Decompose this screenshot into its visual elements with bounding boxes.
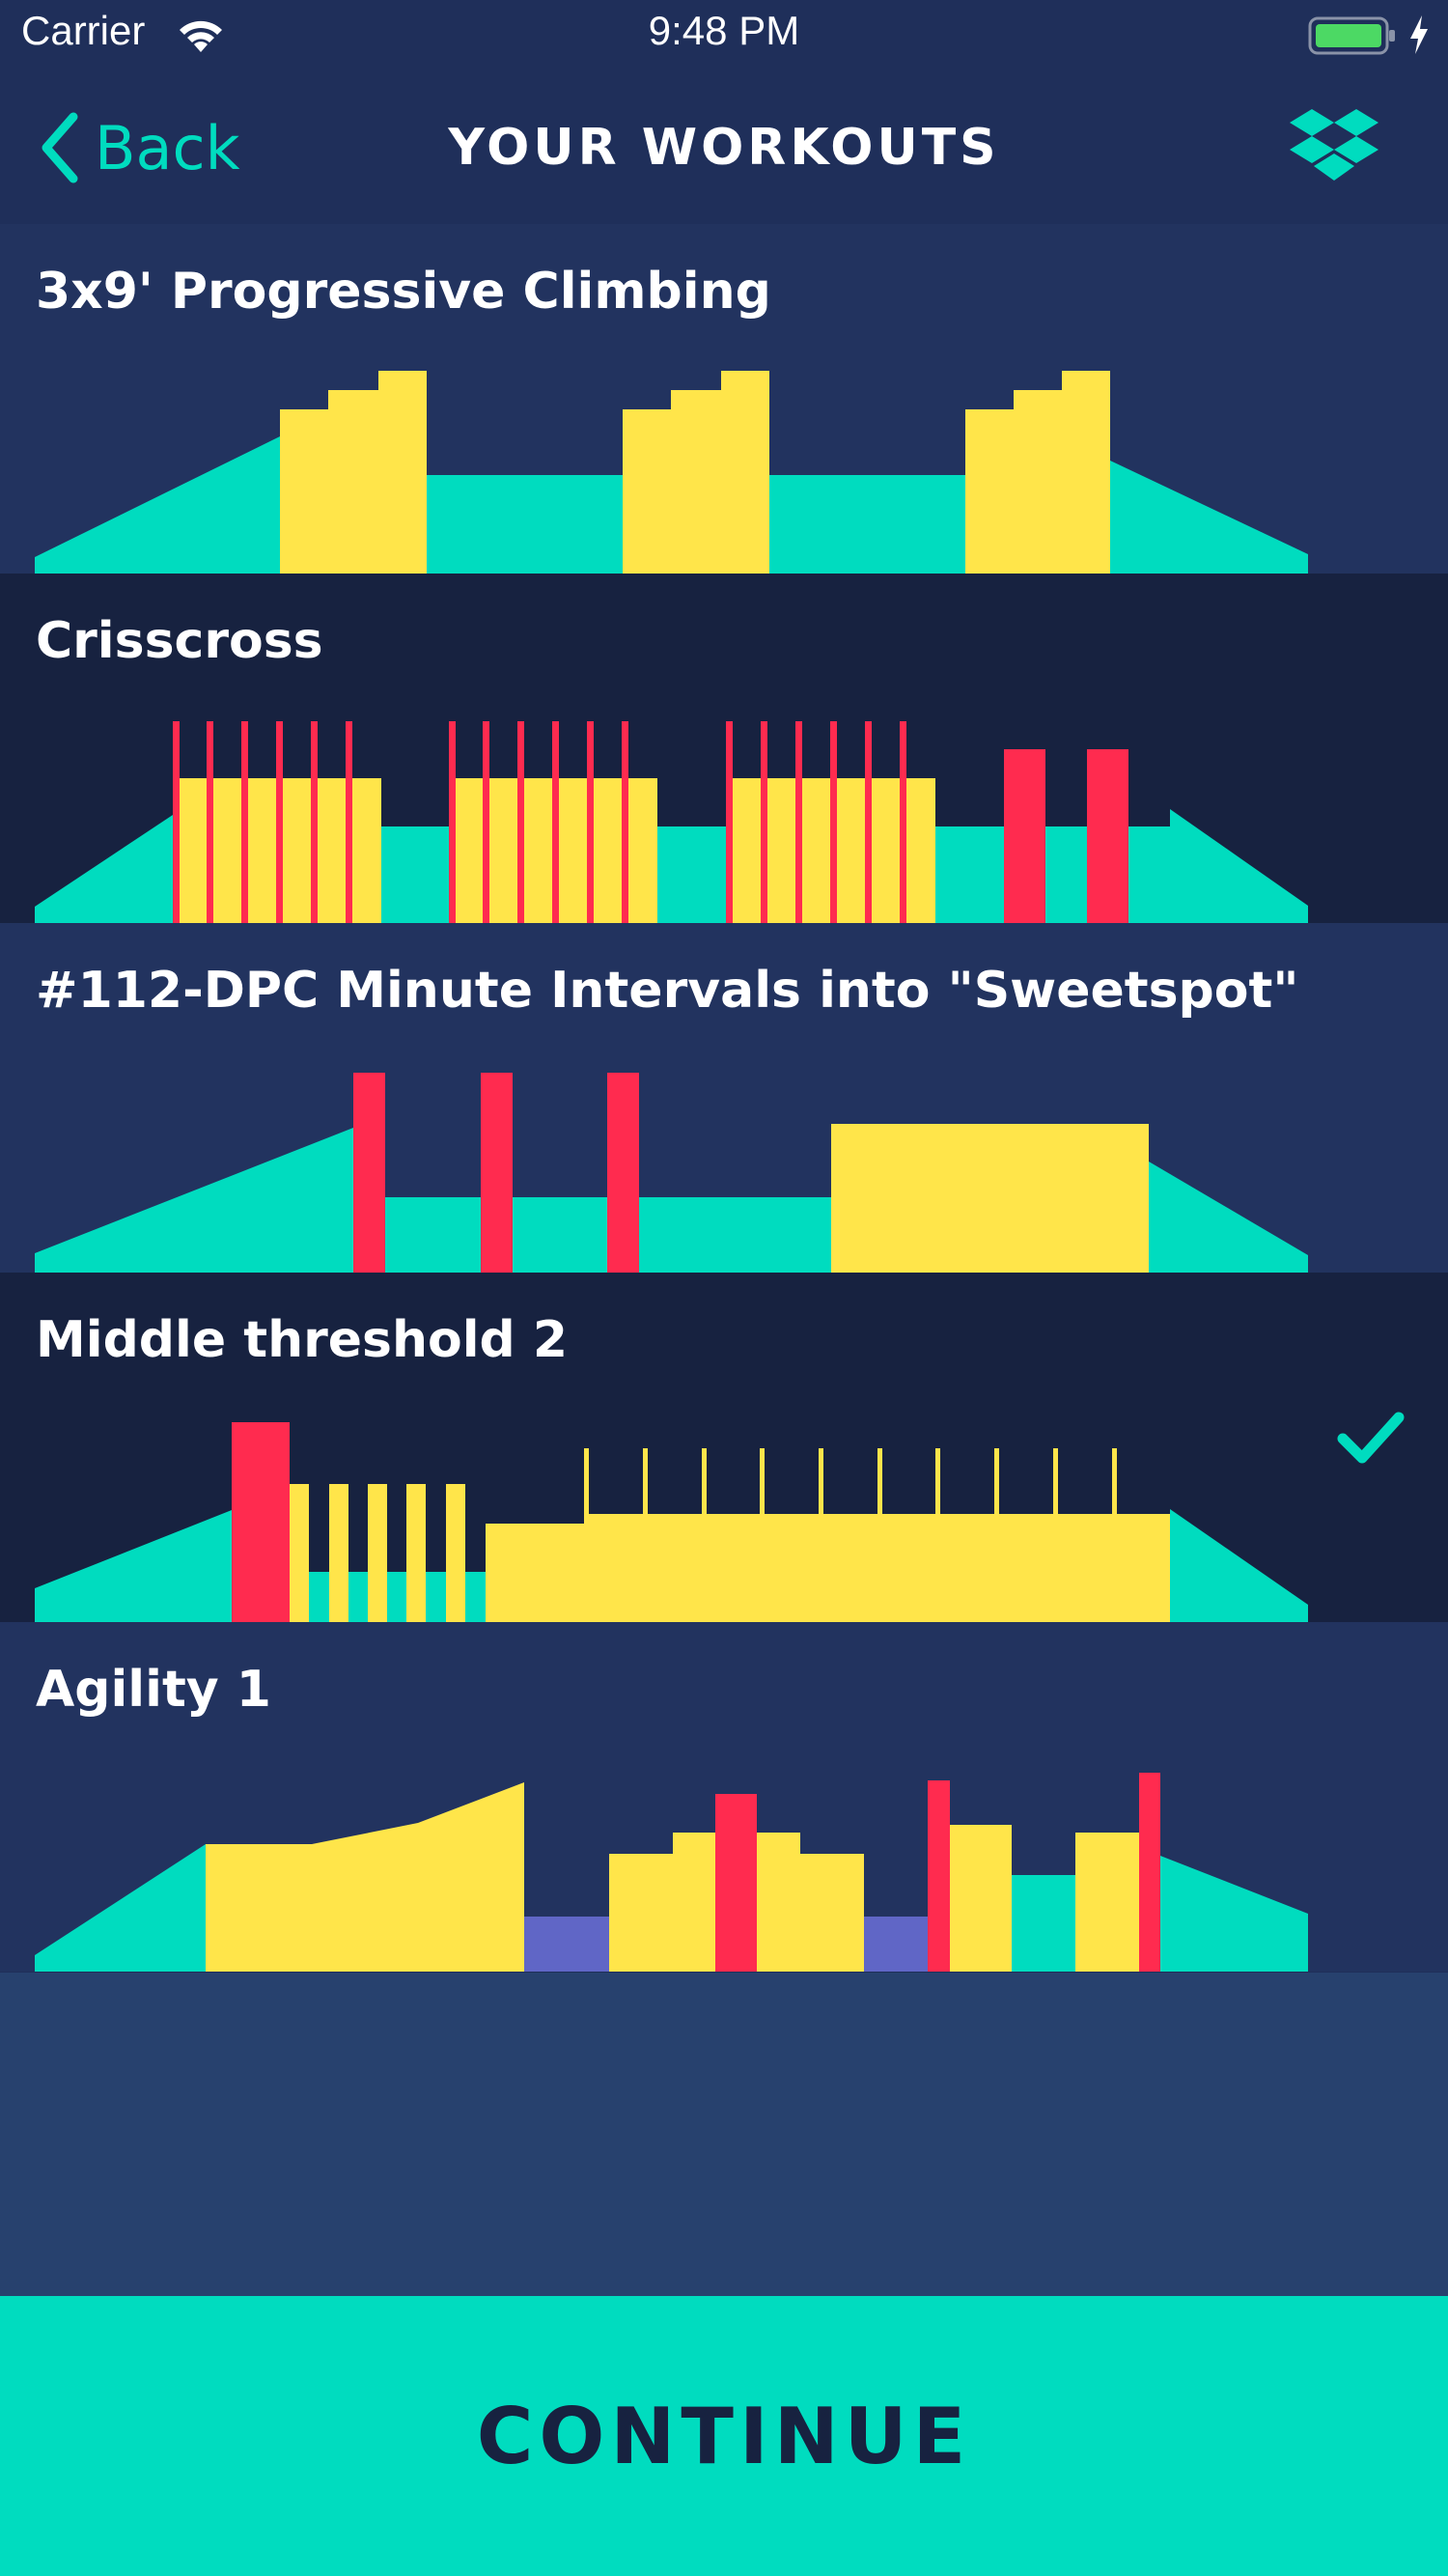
workout-profile-graph — [35, 371, 1308, 574]
back-label: Back — [95, 112, 240, 183]
workout-title: Crisscross — [36, 612, 323, 670]
empty-list-area — [0, 1973, 1448, 2296]
workout-title: Middle threshold 2 — [36, 1311, 569, 1369]
workout-profile-graph — [35, 721, 1308, 923]
workout-row[interactable]: #112-DPC Minute Intervals into "Sweetspo… — [0, 923, 1448, 1273]
carrier-label: Carrier — [21, 8, 146, 53]
status-bar: Carrier 9:48 PM — [0, 0, 1448, 72]
wifi-icon — [180, 20, 222, 52]
page-title: YOUR WORKOUTS — [448, 119, 1000, 177]
back-button[interactable]: Back — [39, 109, 240, 186]
workout-row[interactable]: Crisscross — [0, 574, 1448, 923]
continue-label: CONTINUE — [476, 2391, 972, 2481]
workout-title: #112-DPC Minute Intervals into "Sweetspo… — [36, 962, 1299, 1020]
workout-profile-graph — [35, 1073, 1308, 1273]
workout-row[interactable]: Middle threshold 2 — [0, 1273, 1448, 1622]
charging-bolt-icon — [1410, 15, 1428, 54]
workout-row[interactable]: 3x9' Progressive Climbing — [0, 224, 1448, 574]
nav-bar: Back YOUR WORKOUTS — [0, 72, 1448, 226]
dropbox-icon[interactable] — [1289, 107, 1379, 182]
clock-time: 9:48 PM — [648, 8, 800, 53]
battery-icon — [1308, 16, 1395, 55]
chevron-left-icon — [42, 112, 78, 183]
checkmark-icon — [1337, 1412, 1405, 1464]
workout-title: Agility 1 — [36, 1661, 271, 1719]
workout-profile-graph — [35, 1422, 1308, 1622]
workout-profile-graph — [35, 1773, 1308, 1972]
workout-row[interactable]: Agility 1 — [0, 1622, 1448, 1972]
workout-title: 3x9' Progressive Climbing — [36, 263, 771, 321]
continue-button[interactable]: CONTINUE — [0, 2296, 1448, 2576]
